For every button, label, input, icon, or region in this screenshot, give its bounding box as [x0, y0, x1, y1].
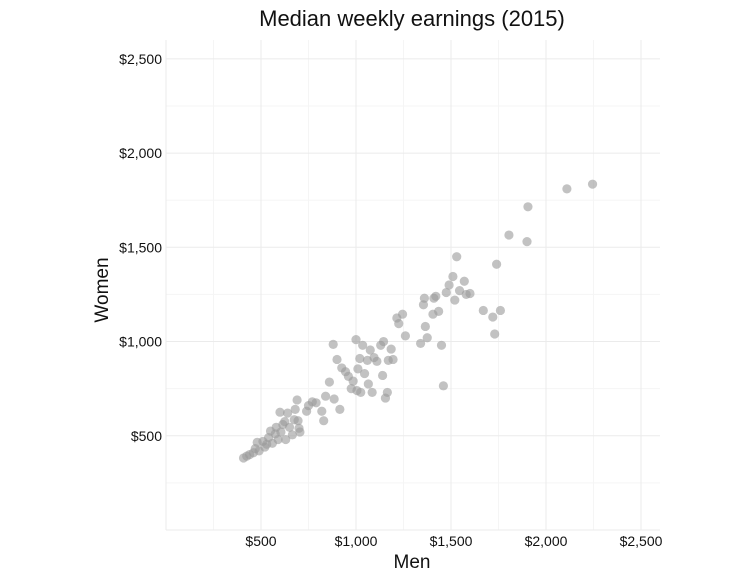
data-point — [319, 416, 329, 426]
data-point — [416, 338, 426, 349]
data-point — [478, 305, 488, 316]
y-tick-label: $500 — [131, 428, 162, 444]
data-point — [317, 406, 327, 416]
data-point — [492, 259, 502, 269]
data-point — [388, 354, 398, 365]
data-point — [328, 339, 338, 349]
data-point — [522, 237, 532, 247]
data-point — [378, 336, 389, 347]
data-point — [356, 387, 366, 398]
data-point — [295, 427, 305, 437]
data-point — [400, 331, 410, 341]
data-point — [367, 387, 377, 398]
data-point — [419, 293, 429, 303]
data-point — [363, 379, 373, 389]
data-point — [275, 407, 285, 417]
x-tick-label: $2,500 — [620, 533, 663, 549]
data-point — [436, 340, 447, 350]
x-axis-title: Men — [394, 552, 431, 573]
data-point — [422, 333, 432, 343]
x-axis-ticks: $500 $1,000 $1,500 $2,000 $2,500 — [245, 533, 662, 549]
data-point — [394, 319, 404, 329]
x-tick-label: $2,000 — [525, 533, 568, 549]
data-point — [355, 353, 365, 364]
data-point — [488, 312, 498, 322]
data-point — [459, 276, 469, 286]
data-point — [372, 356, 382, 366]
data-point — [438, 381, 448, 391]
data-point — [587, 179, 598, 189]
data-point — [290, 404, 300, 414]
x-tick-label: $1,500 — [430, 533, 473, 549]
data-point — [452, 252, 462, 262]
x-tick-label: $1,000 — [335, 533, 378, 549]
data-point — [324, 377, 334, 387]
data-points — [238, 179, 598, 463]
data-point — [292, 395, 302, 405]
data-point — [495, 305, 505, 316]
data-point — [431, 291, 441, 301]
data-point — [281, 434, 291, 445]
data-point — [465, 288, 475, 299]
data-point — [504, 230, 514, 240]
y-tick-label: $1,500 — [119, 239, 162, 255]
data-point — [450, 295, 460, 305]
data-point — [273, 434, 283, 445]
data-point — [321, 391, 331, 401]
data-point — [329, 394, 339, 404]
data-point — [332, 354, 342, 365]
data-point — [276, 427, 286, 437]
y-axis-title: Women — [92, 257, 113, 322]
data-point — [378, 370, 388, 381]
data-point — [386, 344, 396, 354]
data-point — [353, 364, 363, 374]
data-point — [490, 329, 500, 339]
data-point — [311, 398, 321, 408]
y-axis-ticks: $500 $1,000 $1,500 $2,000 $2,500 — [119, 51, 162, 444]
data-point — [382, 387, 392, 398]
x-tick-label: $500 — [245, 533, 276, 549]
data-point — [441, 287, 451, 298]
data-point — [287, 430, 297, 440]
data-point — [283, 408, 293, 418]
data-point — [420, 321, 430, 332]
data-point — [335, 404, 345, 414]
data-point — [562, 184, 572, 194]
data-point — [397, 309, 408, 319]
data-point — [359, 368, 370, 379]
data-point — [284, 422, 295, 432]
y-tick-label: $1,000 — [119, 334, 162, 350]
y-tick-label: $2,500 — [119, 51, 162, 67]
y-tick-label: $2,000 — [119, 145, 162, 161]
data-point — [293, 416, 303, 426]
data-point — [523, 202, 533, 212]
data-point — [358, 340, 368, 350]
data-point — [444, 280, 454, 290]
data-point — [348, 376, 358, 386]
data-point — [365, 345, 375, 355]
data-point — [351, 335, 361, 345]
data-point — [434, 306, 444, 316]
data-point — [448, 271, 458, 282]
chart-title: Median weekly earnings (2015) — [259, 6, 565, 31]
